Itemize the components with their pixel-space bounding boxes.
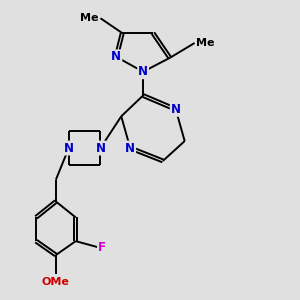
- Text: N: N: [171, 103, 181, 116]
- Text: N: N: [111, 50, 121, 63]
- Text: Me: Me: [196, 38, 214, 48]
- Text: N: N: [95, 142, 106, 154]
- Text: Me: Me: [80, 13, 99, 23]
- Text: N: N: [64, 142, 74, 154]
- Text: N: N: [125, 142, 135, 154]
- Text: N: N: [138, 65, 148, 78]
- Text: OMe: OMe: [42, 277, 70, 287]
- Text: F: F: [98, 241, 106, 254]
